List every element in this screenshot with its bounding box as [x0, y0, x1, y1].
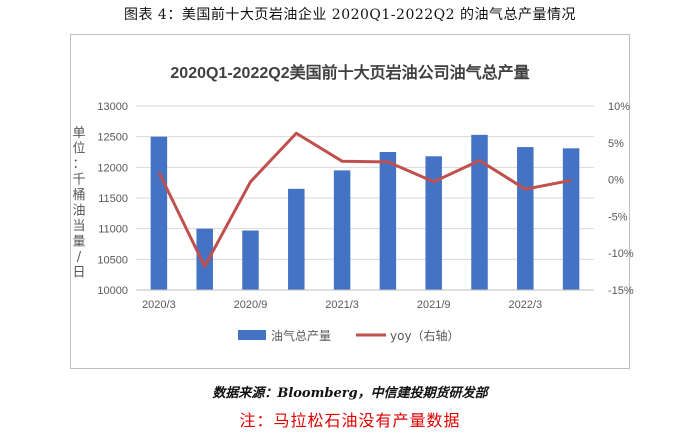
y2-tick-label: -10%	[608, 248, 634, 260]
y-axis-label-char: 量	[72, 235, 85, 250]
y2-tick-label: -15%	[608, 285, 634, 297]
bar	[288, 188, 305, 290]
bar-series	[150, 134, 580, 290]
legend-label-bar: 油气总产量	[271, 328, 331, 343]
bar	[517, 147, 534, 290]
y-tick-label: 13000	[97, 101, 128, 113]
y-axis-label-char: 日	[72, 266, 85, 281]
yoy-line	[157, 131, 572, 268]
y-axis-label-char: 当	[72, 219, 85, 234]
y-axis-label-char: ：	[72, 157, 85, 172]
y-axis-label-char: 桶	[72, 188, 85, 203]
bar	[471, 134, 488, 290]
bar	[562, 148, 580, 290]
y-tick-label: 11500	[98, 193, 128, 205]
y2-tick-label: 10%	[608, 101, 630, 113]
y-axis-right: 10% 5% 0% -5% -10% -15%	[608, 101, 634, 297]
y-axis-label-char: /	[77, 250, 82, 265]
bar	[150, 136, 168, 290]
y-axis-left: 10000 10500 11000 11500 12000 12500 13000	[97, 101, 128, 297]
bar	[379, 152, 397, 290]
x-tick-label: 2020/9	[234, 299, 268, 311]
y-axis-label-char: 千	[72, 173, 85, 188]
y-tick-label: 11000	[98, 224, 128, 236]
y2-tick-label: 5%	[608, 138, 624, 150]
x-tick-label: 2021/3	[325, 299, 359, 311]
bar	[425, 156, 442, 290]
y-tick-label: 10500	[97, 254, 128, 266]
y-axis-label-char: 位	[72, 142, 85, 157]
figure-caption: 图表 4：美国前十大页岩油企业 2020Q1-2022Q2 的油气总产量情况	[123, 7, 576, 23]
bar	[333, 170, 351, 290]
y2-tick-label: 0%	[608, 175, 624, 187]
x-axis: 2020/3 2020/9 2021/3 2021/9 2022/3	[136, 289, 594, 311]
x-tick-label: 2021/9	[417, 299, 451, 311]
y-axis-label-char: 单	[72, 126, 85, 141]
x-tick-label: 2020/3	[142, 299, 176, 311]
y-tick-label: 12000	[97, 162, 128, 174]
legend: 油气总产量 yoy（右轴）	[238, 328, 460, 343]
yoy-line-series	[157, 131, 572, 268]
y-tick-label: 12500	[97, 132, 128, 144]
chart-title: 2020Q1-2022Q2美国前十大页岩油公司油气总产量	[170, 63, 529, 82]
y-tick-label: 10000	[97, 285, 128, 297]
x-tick-label: 2022/3	[508, 299, 542, 311]
bar	[242, 230, 259, 290]
footnote: 注：马拉松石油没有产量数据	[239, 411, 461, 430]
legend-swatch-bar	[238, 330, 266, 340]
legend-label-line: yoy（右轴）	[390, 328, 460, 343]
bar	[196, 228, 213, 290]
source-note: 数据来源：Bloomberg，中信建投期货研发部	[212, 386, 488, 401]
y-axis-label-char: 油	[72, 204, 85, 219]
y2-tick-label: -5%	[608, 211, 628, 223]
